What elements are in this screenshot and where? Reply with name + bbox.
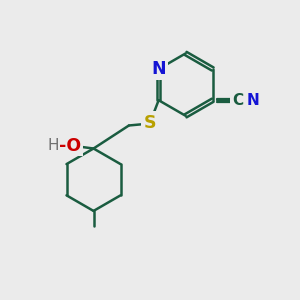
Text: H: H [48,138,59,153]
Text: S: S [143,113,156,131]
Text: N: N [151,60,166,78]
Text: -O: -O [59,136,81,154]
Text: C: C [232,93,243,108]
Text: N: N [246,93,259,108]
